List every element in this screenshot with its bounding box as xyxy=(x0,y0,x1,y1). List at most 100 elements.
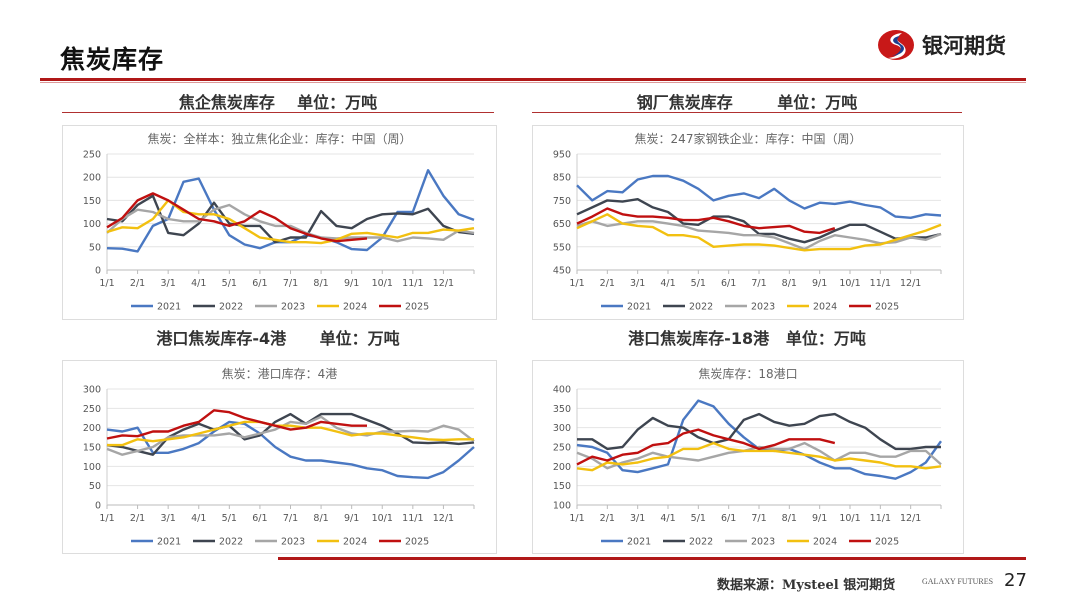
y-tick-label: 50 xyxy=(89,242,101,253)
legend-label-2023: 2023 xyxy=(281,302,305,313)
series-line-2021 xyxy=(576,399,942,480)
section-underline xyxy=(532,112,962,113)
y-tick-label: 550 xyxy=(553,242,571,253)
y-tick-label: 0 xyxy=(95,266,101,277)
x-tick-label: 12/1 xyxy=(900,513,921,524)
x-tick-label: 3/1 xyxy=(161,513,176,524)
legend-label-2025: 2025 xyxy=(405,537,429,548)
y-tick-label: 150 xyxy=(553,481,571,492)
legend-label-2022: 2022 xyxy=(689,537,713,548)
y-tick-label: 300 xyxy=(553,423,571,434)
x-tick-label: 8/1 xyxy=(313,278,328,289)
x-tick-label: 4/1 xyxy=(660,278,675,289)
legend-label-2022: 2022 xyxy=(219,302,243,313)
series-line-2025 xyxy=(576,428,836,466)
legend-label-2023: 2023 xyxy=(281,537,305,548)
series-line-2023 xyxy=(576,441,942,470)
x-tick-label: 7/1 xyxy=(751,278,766,289)
legend-label-2022: 2022 xyxy=(689,302,713,313)
series-line-2023 xyxy=(106,203,475,243)
series-line-2024 xyxy=(107,420,474,447)
section-title-text: 焦企焦炭库存 xyxy=(178,93,275,112)
x-tick-label: 5/1 xyxy=(691,513,706,524)
header-divider xyxy=(40,78,1026,81)
x-tick-label: 5/1 xyxy=(222,513,237,524)
x-tick-label: 9/1 xyxy=(812,513,827,524)
x-tick-label: 3/1 xyxy=(630,278,645,289)
y-tick-label: 100 xyxy=(83,462,101,473)
x-tick-label: 2/1 xyxy=(130,278,145,289)
page-title: 焦炭库存 xyxy=(60,45,165,74)
y-tick-label: 750 xyxy=(553,196,571,207)
legend-label-2022: 2022 xyxy=(219,537,243,548)
x-tick-label: 1/1 xyxy=(99,513,114,524)
legend-label-2021: 2021 xyxy=(627,302,651,313)
chart-port-18-inventory: 焦炭库存：18港口 100 150 200 250 300 350 400 1/1 2/1 3/1 4… xyxy=(532,360,964,554)
section-unit: 单位：万吨 xyxy=(319,329,400,348)
x-tick-label: 2/1 xyxy=(600,278,615,289)
x-tick-label: 7/1 xyxy=(283,513,298,524)
x-tick-label: 2/1 xyxy=(130,513,145,524)
x-tick-label: 4/1 xyxy=(660,513,675,524)
y-tick-label: 250 xyxy=(83,150,101,161)
legend-label-2021: 2021 xyxy=(157,302,181,313)
x-tick-label: 12/1 xyxy=(900,278,921,289)
section-unit: 单位：万吨 xyxy=(785,329,866,348)
y-tick-label: 200 xyxy=(83,173,101,184)
y-tick-label: 650 xyxy=(553,219,571,230)
y-tick-label: 400 xyxy=(553,385,571,396)
legend-label-2024: 2024 xyxy=(813,302,837,313)
section-title-text: 港口焦炭库存-4港 xyxy=(156,329,287,348)
x-tick-label: 3/1 xyxy=(161,278,176,289)
legend-label-2025: 2025 xyxy=(875,537,899,548)
legend-label-2025: 2025 xyxy=(875,302,899,313)
footer-brand: GALAXY FUTURES xyxy=(922,577,994,586)
x-tick-label: 3/1 xyxy=(630,513,645,524)
x-tick-label: 12/1 xyxy=(433,278,454,289)
x-tick-label: 2/1 xyxy=(600,513,615,524)
y-tick-label: 100 xyxy=(83,219,101,230)
chart-title: 焦炭：全样本：独立焦化企业：库存：中国（周） xyxy=(147,131,411,146)
section-title-steel-mill: 钢厂焦炭库存 单位：万吨 xyxy=(532,89,962,113)
y-tick-label: 950 xyxy=(553,150,571,161)
series-line-2025 xyxy=(106,192,368,243)
y-tick-label: 850 xyxy=(553,173,571,184)
series-line-2023 xyxy=(106,415,475,456)
series-line-2025 xyxy=(576,207,836,235)
y-tick-label: 250 xyxy=(553,443,571,454)
logo: 银河期货 xyxy=(876,28,1006,62)
x-tick-label: 8/1 xyxy=(782,513,797,524)
x-tick-label: 4/1 xyxy=(191,278,206,289)
x-tick-label: 6/1 xyxy=(721,513,736,524)
x-tick-label: 1/1 xyxy=(569,513,584,524)
legend-label-2023: 2023 xyxy=(751,537,775,548)
legend-label-2024: 2024 xyxy=(343,302,367,313)
logo-text: 银河期货 xyxy=(922,34,1006,58)
legend-label-2023: 2023 xyxy=(751,302,775,313)
x-tick-label: 5/1 xyxy=(691,278,706,289)
legend-label-2025: 2025 xyxy=(405,302,429,313)
y-tick-label: 200 xyxy=(553,462,571,473)
x-tick-label: 1/1 xyxy=(99,278,114,289)
footer-divider xyxy=(278,557,1026,560)
chart-port-4-inventory: 焦炭：港口库存：4港 0 50 100 150 200 250 300 1/1 2/1 3/1 4/1… xyxy=(62,360,497,554)
chart-steel-mill-inventory: 焦炭：247家钢铁企业：库存：中国（周） 450 550 650 750 850 950 1/… xyxy=(532,125,964,320)
y-tick-label: 50 xyxy=(89,481,101,492)
x-tick-label: 6/1 xyxy=(252,278,267,289)
legend-label-2021: 2021 xyxy=(627,537,651,548)
chart-title: 焦炭：247家钢铁企业：库存：中国（周） xyxy=(635,131,862,146)
legend-label-2024: 2024 xyxy=(813,537,837,548)
y-tick-label: 150 xyxy=(83,443,101,454)
chart-title: 焦炭：港口库存：4港 xyxy=(222,366,338,381)
series-line-2021 xyxy=(576,174,942,220)
series-line-2021 xyxy=(106,169,475,253)
x-tick-label: 9/1 xyxy=(344,513,359,524)
section-underline xyxy=(62,112,494,113)
x-tick-label: 10/1 xyxy=(372,513,393,524)
x-tick-label: 9/1 xyxy=(344,278,359,289)
data-source: 数据来源：Mysteel 银河期货 xyxy=(717,578,896,593)
series-line-2021 xyxy=(106,420,475,480)
page-number: 27 xyxy=(1004,570,1027,591)
section-title-coking-plant: 焦企焦炭库存 单位：万吨 xyxy=(62,89,494,113)
header-divider-thin xyxy=(40,82,1026,83)
